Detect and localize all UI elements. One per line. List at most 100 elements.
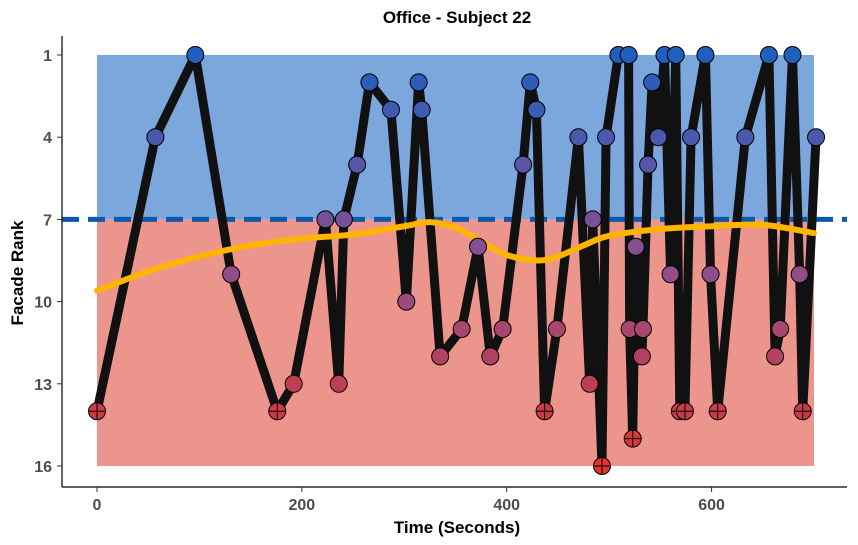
- data-point: [569, 128, 588, 147]
- data-point: [675, 402, 694, 421]
- data-point: [759, 46, 778, 64]
- data-point: [329, 374, 348, 393]
- data-point: [409, 73, 428, 92]
- y-tick-label: 13: [34, 377, 52, 394]
- y-tick-label: 7: [43, 212, 52, 229]
- data-point: [633, 320, 652, 338]
- data-point-cross: [536, 402, 554, 420]
- data-point-marker: [360, 73, 379, 92]
- data-point-marker: [682, 128, 701, 147]
- data-point-marker: [329, 374, 348, 393]
- data-point: [348, 155, 367, 174]
- data-point: [583, 210, 602, 229]
- data-point: [696, 46, 715, 64]
- data-point-marker: [619, 46, 638, 64]
- data-point-marker: [807, 128, 826, 147]
- data-point: [790, 265, 809, 284]
- data-point-marker: [661, 265, 680, 284]
- data-point-marker: [547, 320, 566, 338]
- data-point-marker: [649, 128, 668, 147]
- data-point-cross: [794, 402, 812, 420]
- data-point-marker: [569, 128, 588, 147]
- data-point: [682, 128, 701, 147]
- data-point: [643, 73, 662, 92]
- data-point: [783, 46, 802, 64]
- data-point-cross: [88, 402, 106, 420]
- data-point: [334, 210, 353, 229]
- data-point-cross: [593, 457, 611, 475]
- data-point-marker: [146, 128, 165, 147]
- data-point-marker: [783, 46, 802, 64]
- data-point-marker: [771, 320, 790, 338]
- data-point-marker: [397, 292, 416, 311]
- data-point: [268, 402, 287, 421]
- data-point: [649, 128, 668, 147]
- data-point-marker: [521, 73, 540, 92]
- data-point-marker: [736, 128, 755, 147]
- data-point: [535, 402, 554, 421]
- data-point-marker: [701, 265, 720, 284]
- data-point-marker: [186, 46, 205, 64]
- data-point: [701, 265, 720, 284]
- data-point: [623, 429, 642, 448]
- data-point-marker: [431, 347, 450, 366]
- data-point-marker: [790, 265, 809, 284]
- data-point-marker: [481, 347, 500, 366]
- x-axis-label: Time (Seconds): [394, 518, 520, 537]
- data-point: [766, 347, 785, 366]
- data-point: [580, 374, 599, 393]
- data-point: [708, 402, 727, 421]
- data-point: [481, 347, 500, 366]
- x-tick-label: 600: [698, 497, 725, 514]
- data-point: [619, 46, 638, 64]
- data-point: [222, 265, 241, 284]
- data-point-marker: [632, 347, 651, 366]
- data-point: [527, 100, 546, 119]
- data-point: [807, 128, 826, 147]
- data-point-marker: [493, 320, 512, 338]
- data-point: [626, 237, 645, 256]
- data-point-marker: [633, 320, 652, 338]
- data-point: [666, 46, 685, 64]
- data-point-marker: [580, 374, 599, 393]
- data-point-marker: [452, 320, 471, 338]
- chart-title: Office - Subject 22: [383, 8, 531, 27]
- data-point: [736, 128, 755, 147]
- data-point-marker: [381, 100, 400, 119]
- plot-area: [62, 46, 847, 475]
- data-point: [514, 155, 533, 174]
- data-point: [597, 128, 616, 147]
- data-point-cross: [624, 430, 642, 448]
- data-point: [360, 73, 379, 92]
- data-point: [771, 320, 790, 338]
- data-point-marker: [766, 347, 785, 366]
- data-point: [493, 320, 512, 338]
- data-point-marker: [626, 237, 645, 256]
- data-point-marker: [348, 155, 367, 174]
- data-point: [431, 347, 450, 366]
- data-point-cross: [676, 402, 694, 420]
- data-point-marker: [639, 155, 658, 174]
- data-point-marker: [643, 73, 662, 92]
- y-tick-label: 16: [34, 459, 52, 476]
- data-point: [186, 46, 205, 64]
- data-point-marker: [696, 46, 715, 64]
- x-tick-label: 0: [93, 497, 102, 514]
- data-point-marker: [666, 46, 685, 64]
- data-point: [469, 237, 488, 256]
- data-point-marker: [514, 155, 533, 174]
- data-point: [547, 320, 566, 338]
- data-point: [521, 73, 540, 92]
- y-axis-label: Facade Rank: [8, 220, 27, 325]
- data-point: [284, 374, 303, 393]
- data-point-marker: [284, 374, 303, 393]
- data-point-cross: [709, 402, 727, 420]
- data-point: [452, 320, 471, 338]
- data-point-marker: [409, 73, 428, 92]
- data-point-marker: [469, 237, 488, 256]
- data-point: [661, 265, 680, 284]
- y-tick-label: 10: [34, 295, 52, 312]
- data-point-marker: [412, 100, 431, 119]
- data-point-marker: [527, 100, 546, 119]
- data-point: [592, 457, 611, 475]
